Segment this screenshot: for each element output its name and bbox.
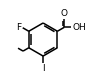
- Text: O: O: [61, 9, 68, 18]
- Text: I: I: [42, 64, 44, 73]
- Text: OH: OH: [72, 23, 86, 32]
- Text: F: F: [17, 23, 22, 32]
